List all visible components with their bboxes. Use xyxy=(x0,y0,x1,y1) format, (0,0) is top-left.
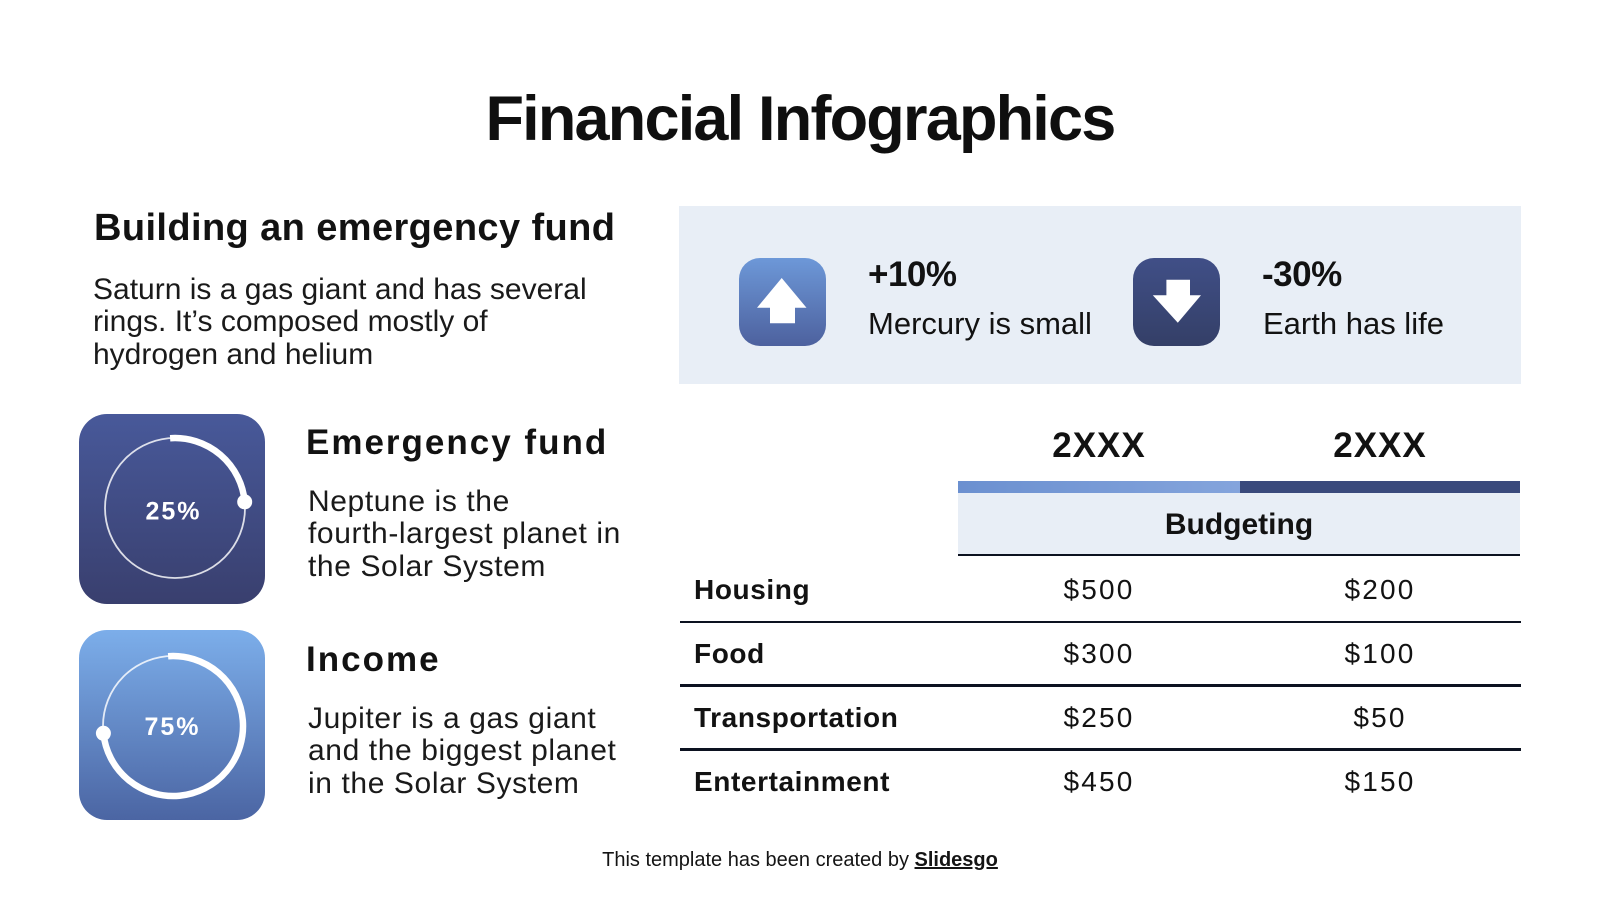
svg-text:75%: 75% xyxy=(144,713,200,741)
svg-text:25%: 25% xyxy=(145,497,201,525)
